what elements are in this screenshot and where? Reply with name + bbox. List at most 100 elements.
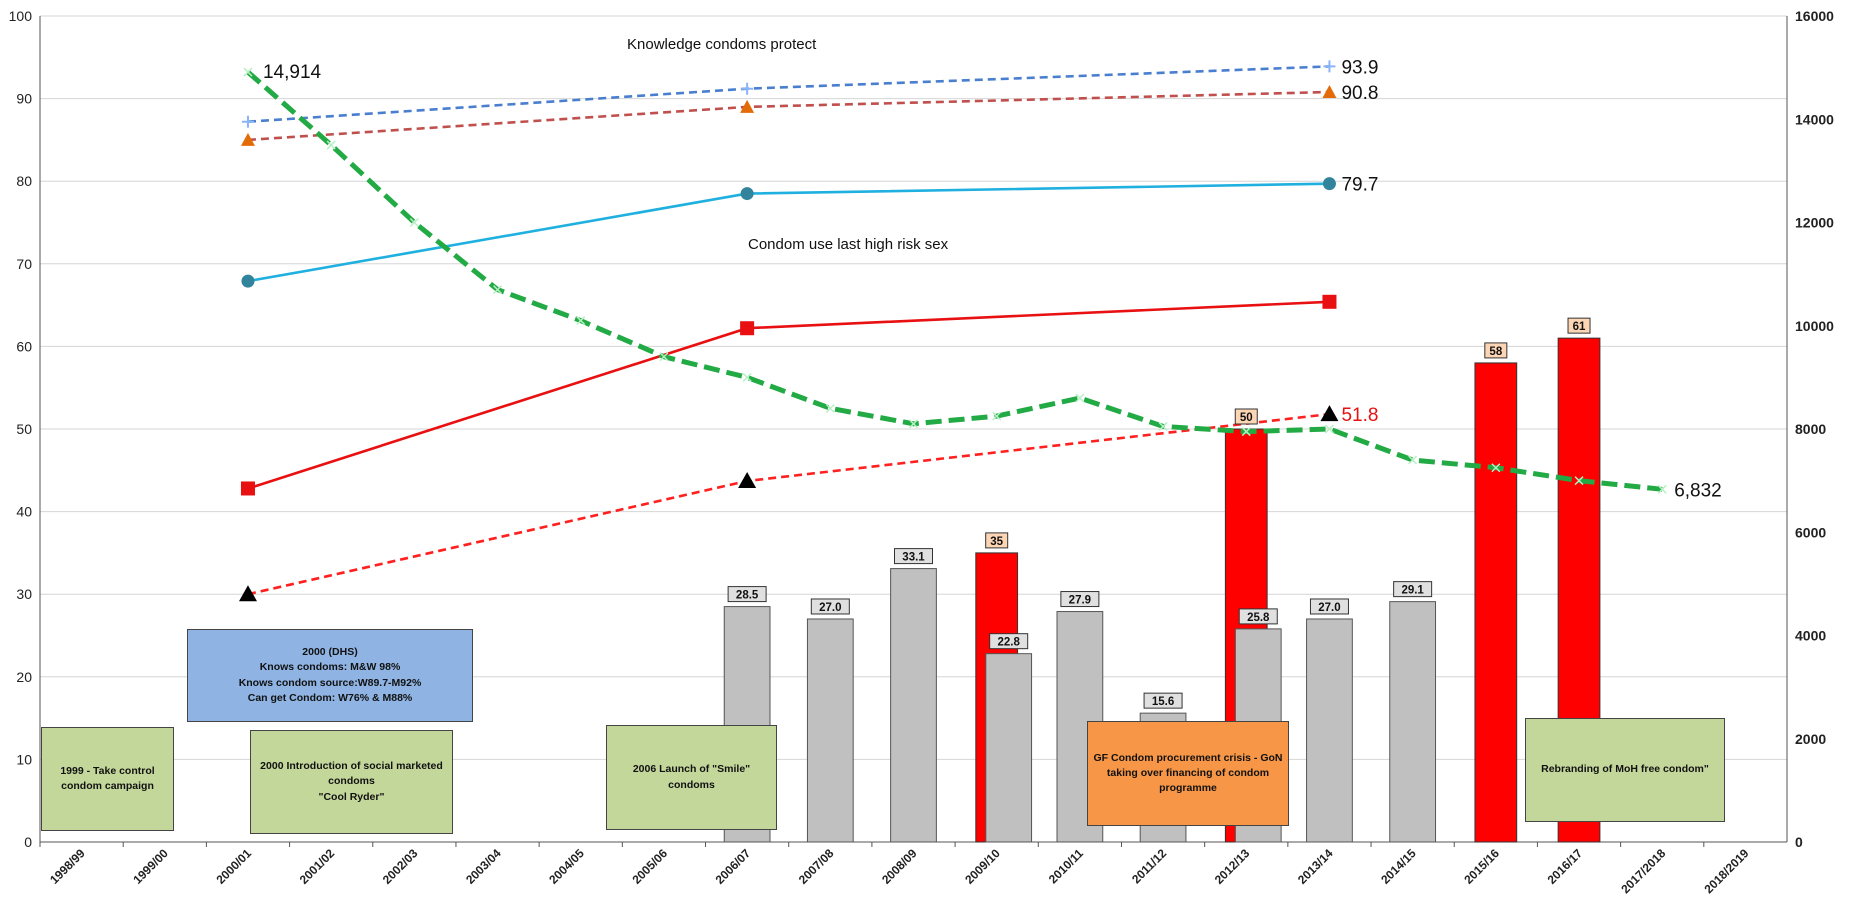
marker-plus — [741, 82, 754, 95]
y-tick-label: 80 — [16, 173, 32, 189]
x-tick-label: 2005/06 — [629, 846, 670, 887]
y2-tick-label: 8000 — [1795, 421, 1826, 437]
x-tick-label: 2007/08 — [796, 846, 837, 887]
textbox-gf-crisis: GF Condom procurement crisis - GoN takin… — [1087, 721, 1289, 826]
marker-triangle — [240, 132, 255, 146]
bar-label: 25.8 — [1247, 612, 1270, 624]
bar-label: 27.0 — [819, 602, 841, 614]
x-tick-label: 1998/99 — [47, 846, 88, 887]
bar-label: 33.1 — [902, 552, 925, 564]
bar-label-box — [1567, 317, 1591, 334]
textbox-campaign: 1999 - Take control condom campaign — [41, 727, 174, 831]
series-line-red-dashed — [247, 412, 1330, 596]
bar-label-box — [810, 598, 850, 615]
marker-square — [740, 321, 755, 336]
lines — [238, 60, 1667, 602]
x-tick-label: 2012/13 — [1212, 846, 1253, 887]
marker-square — [1322, 294, 1337, 309]
end-label-red-dashed: 51.8 — [1341, 405, 1378, 426]
bar-label-box — [985, 532, 1009, 549]
x-tick-label: 2017/2018 — [1618, 846, 1668, 896]
y-tick-label: 70 — [16, 256, 32, 272]
end-label-green-dashed: 6,832 — [1674, 480, 1722, 501]
marker-x — [908, 419, 919, 429]
x-tick-label: 2008/09 — [879, 846, 920, 887]
marker-x — [1075, 393, 1085, 403]
x-tick-label: 2013/14 — [1295, 846, 1336, 887]
marker-circle — [1322, 177, 1336, 191]
y2-tick-label: 14000 — [1795, 111, 1834, 127]
annotation-condom-use: Condom use last high risk sex — [748, 236, 949, 253]
y-tick-label: 50 — [16, 421, 32, 437]
x-tick-label: 2015/16 — [1461, 846, 1502, 887]
bar-label-box — [1238, 608, 1278, 625]
y2-tick-label: 12000 — [1795, 215, 1834, 231]
x-tick-label: 2004/05 — [546, 846, 587, 887]
y-tick-label: 40 — [16, 504, 32, 520]
x-tick-label: 2018/2019 — [1702, 846, 1752, 896]
y2-tick-label: 0 — [1795, 834, 1803, 850]
y2-tick-label: 6000 — [1795, 524, 1826, 540]
bar-label: 50 — [1240, 412, 1253, 424]
bar-label-box — [727, 586, 767, 603]
bar-gray — [890, 568, 937, 843]
bar-label: 58 — [1489, 346, 1502, 358]
y-tick-label: 10 — [16, 751, 32, 767]
textbox-cool-ryder: 2000 Introduction of social marketed con… — [250, 730, 453, 834]
marker-x — [1324, 424, 1334, 434]
marker-x — [992, 411, 1002, 421]
marker-x — [1158, 421, 1168, 431]
bar-label-box — [1309, 598, 1349, 615]
marker-x — [576, 316, 586, 326]
series-line-red-solid — [247, 300, 1330, 490]
y-tick-label: 30 — [16, 586, 32, 602]
marker-plus — [1323, 60, 1336, 73]
marker-x — [243, 67, 253, 77]
marker-x — [825, 403, 835, 413]
y2-tick-label: 10000 — [1795, 318, 1834, 334]
bar-gray — [1389, 601, 1437, 843]
marker-circle — [241, 274, 255, 288]
x-tick-label: 2010/11 — [1046, 846, 1086, 886]
end-label-cyan-solid: 79.7 — [1341, 175, 1378, 196]
bar-label-box — [989, 633, 1029, 650]
marker-triangle — [738, 472, 757, 489]
marker-x — [742, 372, 752, 382]
marker-x — [1408, 455, 1418, 465]
bar-label: 35 — [990, 536, 1003, 548]
bar-gray — [1306, 618, 1353, 843]
marker-x — [1491, 463, 1501, 473]
end-label-brown-dashed: 90.8 — [1341, 83, 1378, 104]
y2-tick-label: 4000 — [1795, 628, 1826, 644]
marker-x — [493, 285, 503, 295]
marker-triangle — [740, 99, 755, 113]
x-tick-label: 2009/10 — [962, 846, 1003, 887]
series-line-cyan-solid — [247, 182, 1330, 283]
textbox-smile: 2006 Launch of "Smile" condoms — [606, 725, 777, 830]
bar-label: 15.6 — [1152, 696, 1174, 708]
bar-label: 29.1 — [1401, 585, 1424, 597]
bar-gray — [806, 618, 854, 843]
bar-label: 27.0 — [1318, 602, 1340, 614]
x-tick-label: 2001/02 — [297, 846, 338, 887]
series-line-brown-dashed — [247, 90, 1330, 142]
marker-x — [1574, 476, 1584, 486]
bar-label-box — [1060, 591, 1100, 608]
marker-x — [1657, 484, 1667, 494]
x-tick-label: 2014/15 — [1378, 846, 1419, 887]
bar-label: 28.5 — [736, 590, 759, 602]
y2-tick-label: 16000 — [1795, 8, 1834, 24]
marker-plus — [241, 115, 254, 128]
x-tick-label: 2003/04 — [463, 846, 504, 887]
bar-red — [1474, 362, 1518, 843]
bar-label-box — [1484, 342, 1508, 359]
textbox-rebranding: Rebranding of MoH free condom" — [1525, 718, 1725, 822]
y2-tick-label: 2000 — [1795, 731, 1826, 747]
y-tick-label: 20 — [16, 669, 32, 685]
x-tick-label: 1999/00 — [130, 846, 171, 887]
labels: 35 50 58 61 28.5 27.0 33.1 22.8 27.9 15.6 25.8 27.0… — [263, 57, 1722, 709]
marker-square — [240, 481, 255, 496]
marker-triangle — [238, 585, 257, 602]
marker-x — [659, 352, 669, 362]
textbox-dhs: 2000 (DHS) Knows condoms: M&W 98% Knows … — [187, 629, 473, 722]
